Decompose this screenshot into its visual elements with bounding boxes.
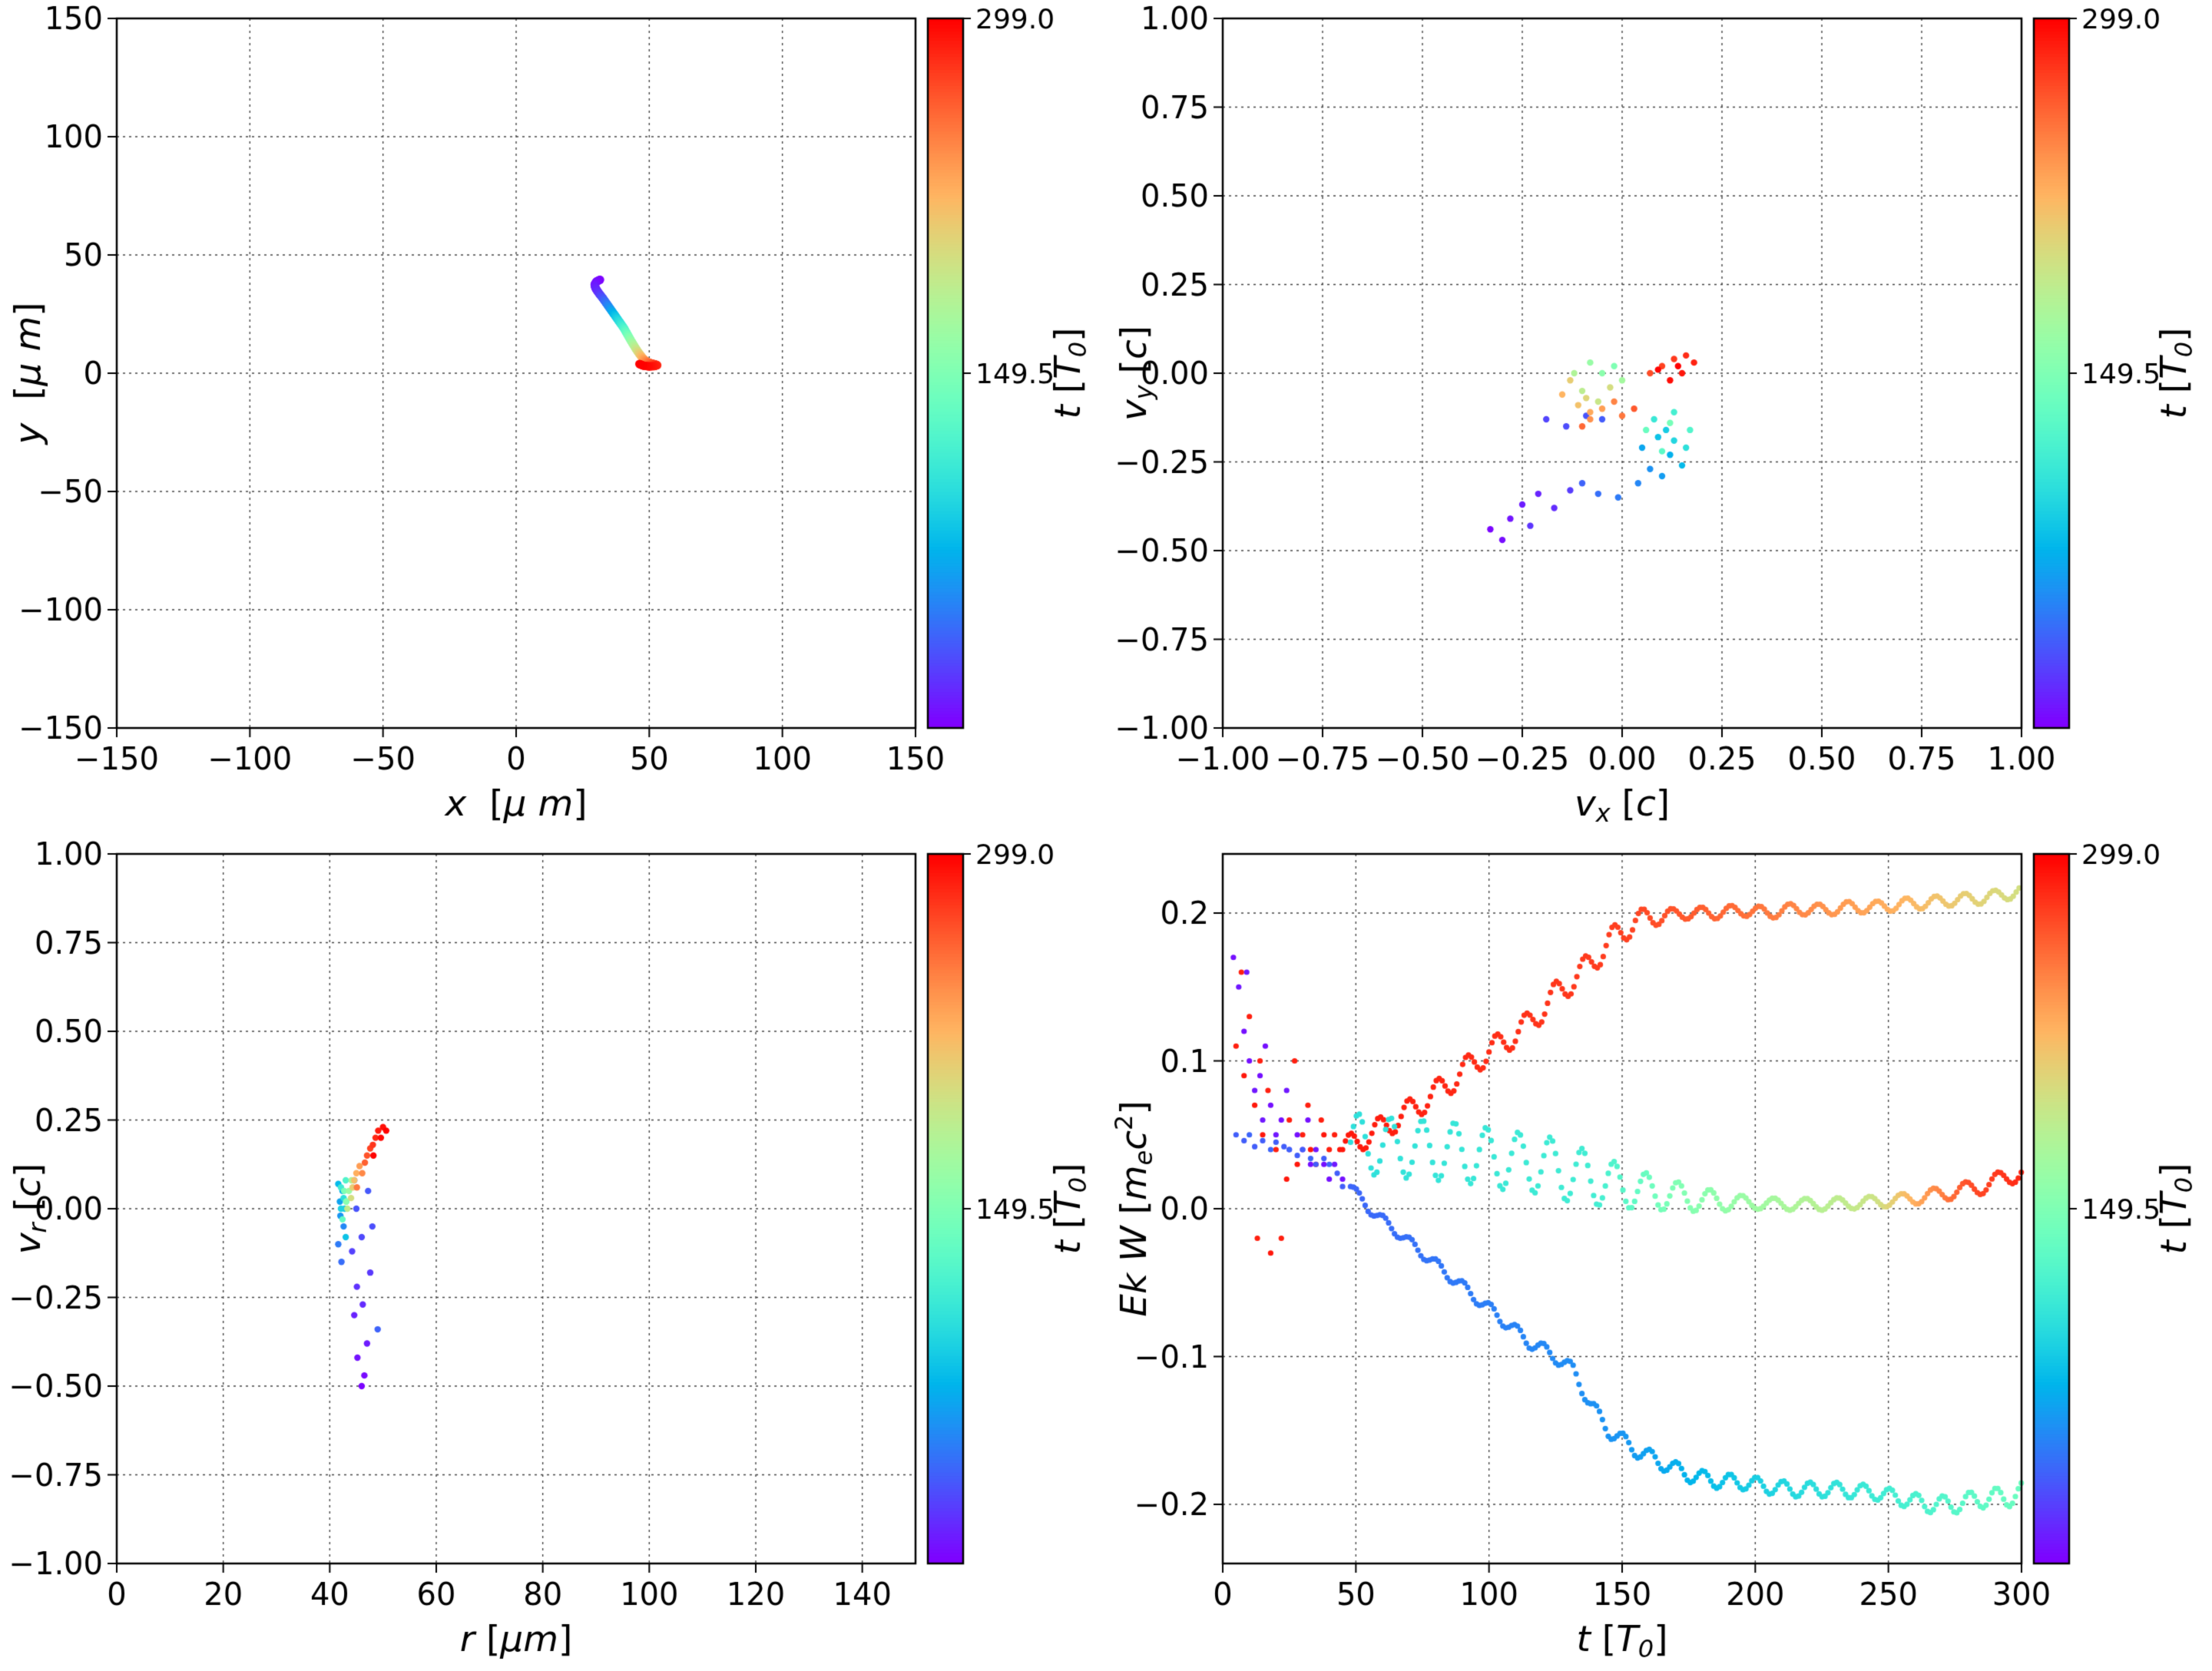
panel-radial-phase-space [0,836,1106,1671]
trajectory-xy-canvas [0,0,1106,836]
panel-energy-vs-time [1106,836,2212,1671]
panel-velocity-space [1106,0,2212,836]
radial-phase-space-canvas [0,836,1106,1671]
velocity-space-canvas [1106,0,2212,836]
panel-trajectory-xy [0,0,1106,836]
energy-vs-time-canvas [1106,836,2212,1671]
